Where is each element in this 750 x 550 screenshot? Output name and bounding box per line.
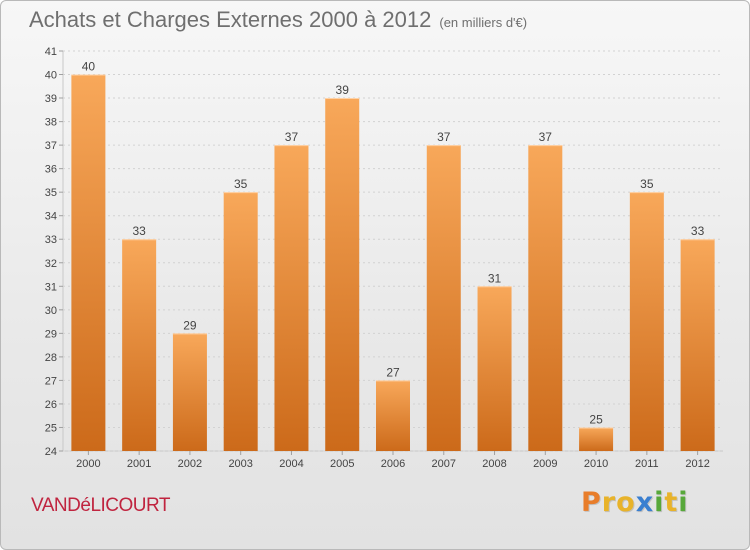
bar-2010 [579,427,614,451]
bar-2003 [223,192,258,452]
y-tick-label: 34 [45,211,57,223]
logo-letter: r [601,487,617,518]
y-tick-label: 31 [45,281,57,293]
x-tick-label: 2000 [76,458,100,470]
y-tick-label: 41 [45,46,57,58]
value-label: 29 [183,318,197,332]
y-tick-label: 24 [45,446,57,458]
logo-letter: o [616,487,636,518]
logo-letter: t [664,487,679,518]
x-tick-label: 2005 [330,458,354,470]
y-tick-label: 25 [45,422,57,434]
x-tick-label: 2002 [178,458,202,470]
bar-2002 [172,333,207,451]
y-tick-label: 39 [45,93,57,105]
x-tick-label: 2008 [482,458,506,470]
bar-2008 [477,286,512,451]
value-label: 33 [132,224,146,238]
y-tick-label: 32 [45,258,57,270]
proxiti-logo: Proxiti [581,487,689,518]
logo-letter: i [654,487,665,518]
bar-2001 [122,239,157,451]
commune-name: VANDéLICOURT [31,495,171,516]
x-tick-label: 2011 [635,458,659,470]
y-tick-label: 26 [45,399,57,411]
value-label: 31 [488,271,502,285]
bar-2012 [680,239,715,451]
logo-letter: x [635,487,655,518]
y-tick-label: 35 [45,187,57,199]
labels: 24 25 26 27 28 29 30 31 32 33 34 35 36 37 38 39 40 41 40 20… [45,46,710,470]
bar-2009 [528,145,563,451]
x-tick-label: 2006 [381,458,405,470]
bar-2000 [71,74,106,451]
value-label: 35 [640,177,654,191]
logo-letter: i [678,487,689,518]
bar-2007 [426,145,461,451]
y-tick-label: 36 [45,164,57,176]
y-tick-label: 27 [45,375,57,387]
x-tick-label: 2009 [533,458,557,470]
y-tick-label: 28 [45,352,57,364]
y-tick-label: 29 [45,328,57,340]
value-label: 25 [589,412,603,426]
bar-2006 [376,380,410,451]
value-label: 35 [234,177,248,191]
x-tick-label: 2003 [228,458,252,470]
x-tick-label: 2001 [127,458,151,470]
value-label: 39 [336,83,350,97]
logo-letter: P [581,487,602,518]
chart-title: Achats et Charges Externes 2000 à 2012 [29,7,432,32]
y-tick-label: 38 [45,117,57,129]
chart-subtitle: (en milliers d'€) [439,15,528,30]
x-tick-label: 2010 [584,458,608,470]
value-label: 27 [386,365,400,379]
y-tick-label: 37 [45,140,57,152]
bars [71,74,715,452]
bar-2004 [274,145,309,451]
value-label: 37 [437,130,451,144]
x-tick-label: 2012 [685,458,709,470]
y-tick-label: 40 [45,70,57,82]
x-tick-label: 2007 [432,458,456,470]
bar-2011 [629,192,664,452]
y-tick-label: 30 [45,305,57,317]
y-tick-label: 33 [45,234,57,246]
value-label: 40 [82,60,96,74]
value-label: 37 [539,130,553,144]
x-tick-label: 2004 [279,458,303,470]
value-label: 33 [691,224,705,238]
bar-2005 [325,98,360,451]
value-label: 37 [285,130,299,144]
chart-title-block: Achats et Charges Externes 2000 à 2012 (e… [29,7,527,33]
